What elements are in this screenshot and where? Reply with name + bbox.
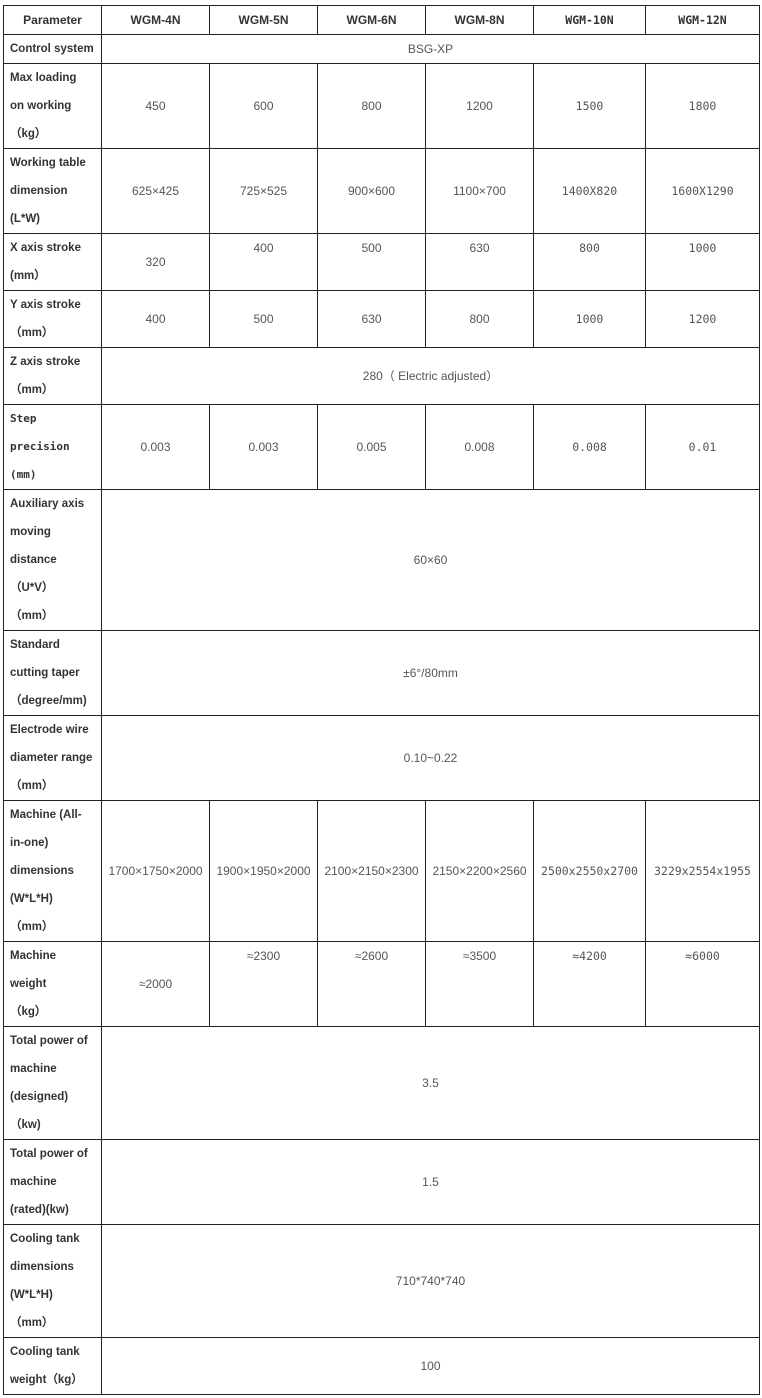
parameter-label: Max loading on working （kg） — [3, 63, 102, 149]
value-cell: 1600X1290 — [645, 148, 760, 234]
value-cell: 900×600 — [317, 148, 426, 234]
value-cell: 800 — [317, 63, 426, 149]
table-row: Total power of machine (rated)(kw) 1.5 — [3, 1139, 760, 1225]
header-model: WGM-5N — [209, 5, 318, 35]
shared-value: 710*740*740 — [101, 1224, 760, 1338]
parameter-label: Working table dimension (L*W) — [3, 148, 102, 234]
value-cell: ≈2600 — [317, 941, 426, 1027]
value-cell: 625×425 — [101, 148, 210, 234]
value-cell: 1200 — [425, 63, 534, 149]
shared-value: 0.10~0.22 — [101, 715, 760, 801]
parameter-label: Control system — [3, 34, 102, 64]
value-cell: 500 — [209, 290, 318, 348]
table-row: Step precision (mm) 0.003 0.003 0.005 0.008 0… — [3, 404, 760, 490]
value-cell: 0.01 — [645, 404, 760, 490]
value-cell: 400 — [209, 233, 318, 291]
value-cell: 400 — [101, 290, 210, 348]
table-row: Cooling tank dimensions (W*L*H) （mm） 710*… — [3, 1224, 760, 1338]
value-cell: 800 — [425, 290, 534, 348]
table-row: Cooling tank weight（kg） 100 — [3, 1337, 760, 1395]
parameter-label: Machine weight （kg） — [3, 941, 102, 1027]
shared-value: 100 — [101, 1337, 760, 1395]
parameter-label: Machine (All- in-one) dimensions (W*L*H)… — [3, 800, 102, 942]
table-row: X axis stroke (mm） 320 400 500 630 800 1000 — [3, 233, 760, 291]
table-row: Max loading on working （kg） 450 600 800 1200… — [3, 63, 760, 149]
value-cell: 1800 — [645, 63, 760, 149]
value-cell: 725×525 — [209, 148, 318, 234]
spec-table: Parameter WGM-4N WGM-5N WGM-6N WGM-8N WGM-10N… — [3, 5, 760, 1395]
value-cell: 1200 — [645, 290, 760, 348]
header-model: WGM-12N — [645, 5, 760, 35]
value-cell: 1700×1750×2000 — [101, 800, 210, 942]
table-row: Control system BSG-XP — [3, 34, 760, 64]
table-row: Z axis stroke （mm） 280（ Electric adjusted… — [3, 347, 760, 405]
value-cell: 1000 — [533, 290, 646, 348]
value-cell: 800 — [533, 233, 646, 291]
shared-value: 60×60 — [101, 489, 760, 631]
value-cell: 1100×700 — [425, 148, 534, 234]
value-cell: 0.003 — [101, 404, 210, 490]
header-model: WGM-4N — [101, 5, 210, 35]
parameter-label: Total power of machine (rated)(kw) — [3, 1139, 102, 1225]
value-cell: 2500x2550x2700 — [533, 800, 646, 942]
parameter-label: Cooling tank dimensions (W*L*H) （mm） — [3, 1224, 102, 1338]
parameter-label: Cooling tank weight（kg） — [3, 1337, 102, 1395]
value-cell: 1000 — [645, 233, 760, 291]
parameter-label: X axis stroke (mm） — [3, 233, 102, 291]
value-cell: 0.008 — [533, 404, 646, 490]
value-cell: 3229x2554x1955 — [645, 800, 760, 942]
parameter-label: Standard cutting taper （degree/mm) — [3, 630, 102, 716]
header-model: WGM-8N — [425, 5, 534, 35]
shared-value: 280（ Electric adjusted） — [101, 347, 760, 405]
table-row: Working table dimension (L*W) 625×425 725×… — [3, 148, 760, 234]
value-cell: 0.003 — [209, 404, 318, 490]
value-cell: 2150×2200×2560 — [425, 800, 534, 942]
header-model: WGM-6N — [317, 5, 426, 35]
table-row: Machine (All- in-one) dimensions (W*L*H)… — [3, 800, 760, 942]
value-cell: 2100×2150×2300 — [317, 800, 426, 942]
value-cell: ≈2300 — [209, 941, 318, 1027]
header-parameter: Parameter — [3, 5, 102, 35]
table-row: Standard cutting taper （degree/mm) ±6°/80… — [3, 630, 760, 716]
parameter-label: Z axis stroke （mm） — [3, 347, 102, 405]
value-cell: 630 — [425, 233, 534, 291]
table-row: Total power of machine (designed) （kw) 3.… — [3, 1026, 760, 1140]
shared-value: ±6°/80mm — [101, 630, 760, 716]
header-row: Parameter WGM-4N WGM-5N WGM-6N WGM-8N WGM-10N… — [3, 5, 760, 35]
value-cell: 1900×1950×2000 — [209, 800, 318, 942]
value-cell: 500 — [317, 233, 426, 291]
parameter-label: Auxiliary axis moving distance （U*V） （mm… — [3, 489, 102, 631]
value-cell: ≈3500 — [425, 941, 534, 1027]
value-cell: 450 — [101, 63, 210, 149]
value-cell: 600 — [209, 63, 318, 149]
value-cell: 0.005 — [317, 404, 426, 490]
value-cell: ≈4200 — [533, 941, 646, 1027]
table-row: Machine weight （kg） ≈2000 ≈2300 ≈2600 ≈3500 ≈… — [3, 941, 760, 1027]
shared-value: 3.5 — [101, 1026, 760, 1140]
table-row: Electrode wire diameter range （mm） 0.10~0… — [3, 715, 760, 801]
table-row: Y axis stroke （mm） 400 500 630 800 1000 1200 — [3, 290, 760, 348]
value-cell: ≈6000 — [645, 941, 760, 1027]
header-model: WGM-10N — [533, 5, 646, 35]
value-cell: 0.008 — [425, 404, 534, 490]
parameter-label: Y axis stroke （mm） — [3, 290, 102, 348]
parameter-label: Total power of machine (designed) （kw) — [3, 1026, 102, 1140]
value-cell: ≈2000 — [101, 941, 210, 1027]
shared-value: BSG-XP — [101, 34, 760, 64]
parameter-label: Electrode wire diameter range （mm） — [3, 715, 102, 801]
value-cell: 630 — [317, 290, 426, 348]
parameter-label: Step precision (mm) — [3, 404, 102, 490]
value-cell: 1400X820 — [533, 148, 646, 234]
value-cell: 1500 — [533, 63, 646, 149]
value-cell: 320 — [101, 233, 210, 291]
table-row: Auxiliary axis moving distance （U*V） （mm… — [3, 489, 760, 631]
shared-value: 1.5 — [101, 1139, 760, 1225]
